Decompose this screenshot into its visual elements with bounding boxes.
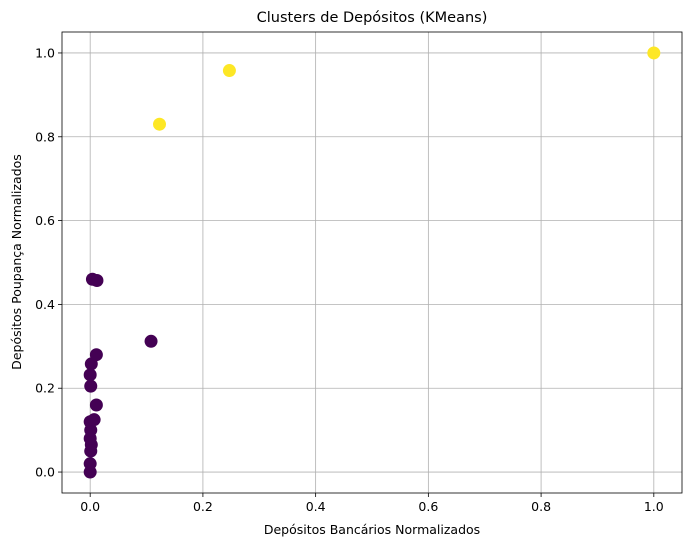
x-tick-label: 0.8 [531, 499, 551, 514]
data-point-cluster-1 [222, 64, 236, 78]
x-axis-label: Depósitos Bancários Normalizados [264, 522, 480, 537]
data-point-cluster-0 [84, 379, 98, 393]
x-tick-label: 0.4 [306, 499, 326, 514]
data-point-cluster-0 [90, 274, 104, 288]
x-tick-label: 0.6 [418, 499, 438, 514]
chart-title: Clusters de Depósitos (KMeans) [257, 10, 488, 26]
data-point-cluster-1 [647, 46, 661, 60]
plot-frame [61, 31, 683, 494]
y-tick-label: 0.4 [35, 297, 55, 312]
y-tick-label: 0.8 [35, 129, 55, 144]
y-axis-label: Depósitos Poupança Normalizados [9, 154, 24, 370]
data-point-cluster-0 [83, 368, 97, 382]
y-tick-label: 1.0 [35, 45, 55, 60]
y-tick-label: 0.0 [35, 465, 55, 480]
data-point-cluster-0 [89, 348, 103, 362]
y-tick-label: 0.2 [35, 381, 55, 396]
grid [62, 32, 682, 493]
x-tick-label: 1.0 [644, 499, 664, 514]
data-point-cluster-0 [87, 413, 101, 427]
data-point-cluster-1 [153, 117, 167, 131]
data-point-cluster-0 [89, 398, 103, 412]
y-ticks: 0.0 0.2 0.4 0.6 0.8 1.0 [35, 45, 62, 480]
data-point-cluster-0 [144, 334, 158, 348]
points [83, 46, 661, 479]
x-tick-label: 0.0 [80, 499, 100, 514]
x-ticks: 0.0 0.2 0.4 0.6 0.8 1.0 [80, 493, 664, 514]
y-tick-label: 0.6 [35, 213, 55, 228]
data-point-cluster-0 [83, 457, 97, 471]
x-tick-label: 0.2 [193, 499, 213, 514]
